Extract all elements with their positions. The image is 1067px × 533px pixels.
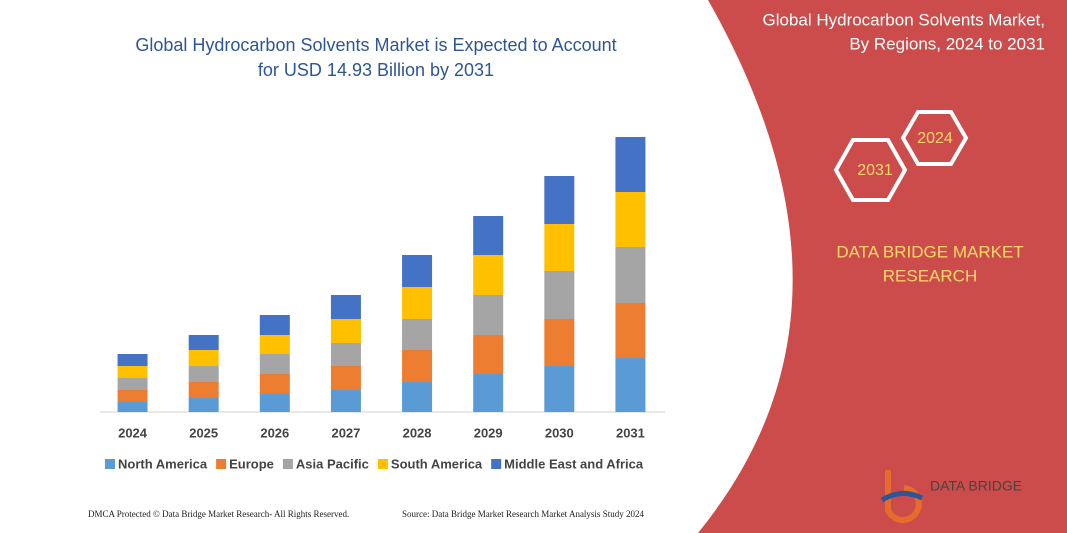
bar-segment — [473, 255, 504, 295]
bar-segment — [330, 366, 361, 390]
bar-segment — [117, 378, 148, 390]
panel-title: By Regions, 2024 to 2031 — [849, 34, 1045, 53]
legend-label: North America — [118, 456, 208, 471]
hexagon-label: 2031 — [857, 162, 893, 179]
hexagon — [900, 110, 969, 166]
logo-text: DATA BRIDGE — [930, 478, 1022, 494]
bar-segment — [188, 382, 219, 398]
chart-title: Global Hydrocarbon Solvents Market is Ex… — [135, 35, 616, 55]
bar-segment — [402, 287, 433, 319]
x-tick-label: 2029 — [474, 425, 503, 440]
bar-segment — [473, 335, 504, 374]
legend-swatch — [491, 459, 502, 469]
x-tick-label: 2027 — [331, 425, 360, 440]
legend-label: Europe — [229, 456, 274, 471]
legend-label: South America — [391, 456, 483, 471]
legend-label: Asia Pacific — [296, 456, 369, 471]
hexagon-label: 2024 — [917, 130, 953, 147]
bar-segment — [259, 354, 290, 374]
panel-title: Global Hydrocarbon Solvents Market, — [762, 10, 1045, 29]
footer-text: DMCA Protected © Data Bridge Market Rese… — [88, 509, 349, 519]
bar-segment — [188, 366, 219, 382]
x-tick-label: 2024 — [118, 425, 148, 440]
bar-segment — [402, 350, 433, 382]
bar-segment — [402, 255, 433, 287]
bar-segment — [473, 295, 504, 335]
bar-segment — [259, 335, 290, 354]
chart-title: for USD 14.93 Billion by 2031 — [258, 60, 494, 80]
side-panel — [698, 0, 1067, 533]
x-tick-label: 2026 — [260, 425, 289, 440]
bar-segment — [188, 335, 219, 350]
bar-segment — [259, 315, 290, 335]
bar-segment — [544, 319, 575, 366]
hexagon — [833, 138, 908, 202]
bar-segment — [259, 374, 290, 394]
bar-segment — [402, 319, 433, 350]
bar-segment — [473, 374, 504, 412]
bar-segment — [473, 216, 504, 255]
bar-segment — [188, 398, 219, 412]
x-tick-label: 2030 — [545, 425, 574, 440]
bar-segment — [117, 366, 148, 378]
bar-segment — [615, 192, 646, 247]
bar-segment — [330, 390, 361, 412]
legend-label: Middle East and Africa — [504, 456, 644, 471]
legend-swatch — [377, 459, 388, 469]
bar-segment — [330, 295, 361, 319]
x-tick-label: 2031 — [616, 425, 645, 440]
bar-segment — [544, 271, 575, 319]
brand-text: RESEARCH — [883, 266, 977, 285]
bar-segment — [615, 137, 646, 192]
logo-mark — [885, 470, 922, 523]
brand-text: DATA BRIDGE MARKET — [836, 242, 1023, 261]
bar-segment — [330, 343, 361, 366]
bar-segment — [615, 303, 646, 358]
bar-segment — [117, 390, 148, 402]
bar-segment — [188, 350, 219, 366]
x-tick-label: 2028 — [403, 425, 432, 440]
bar-segment — [615, 358, 646, 412]
x-tick-label: 2025 — [189, 425, 218, 440]
bar-segment — [117, 402, 148, 412]
legend-swatch — [282, 459, 293, 469]
bar-segment — [615, 247, 646, 303]
bar-segment — [544, 176, 575, 224]
legend-swatch — [216, 459, 227, 469]
bar-segment — [330, 319, 361, 343]
bar-segment — [544, 224, 575, 271]
bar-segment — [402, 382, 433, 412]
footer-text: Source: Data Bridge Market Research Mark… — [402, 509, 644, 519]
bar-segment — [117, 354, 148, 366]
legend-swatch — [105, 459, 115, 469]
bar-segment — [259, 394, 290, 412]
bar-segment — [544, 366, 575, 412]
logo-mark — [880, 491, 924, 503]
